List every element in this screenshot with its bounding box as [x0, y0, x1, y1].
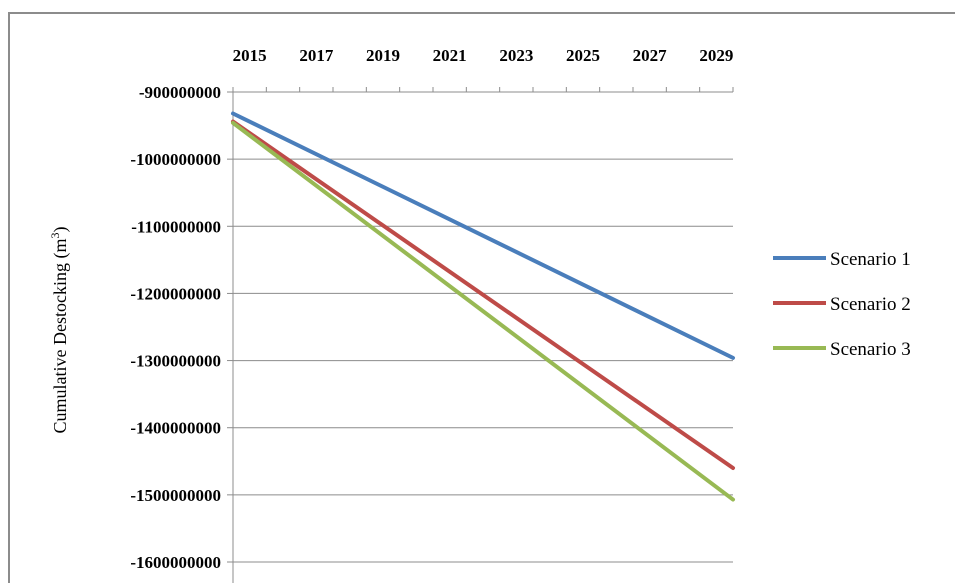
x-tick-label: 2029 [699, 46, 733, 65]
series-line-scenario-3 [231, 120, 735, 502]
x-tick-labels: 2015 2017 2019 2021 2023 2025 2027 2029 [233, 46, 734, 65]
series-line-scenario-1 [231, 111, 735, 360]
legend-label: Scenario 1 [830, 249, 911, 270]
y-tick-label: -1500000000 [130, 486, 221, 505]
y-tick-label: -1600000000 [130, 553, 221, 572]
x-tick-label: 2025 [566, 46, 600, 65]
y-tick-label: -1100000000 [131, 217, 221, 236]
y-tick-labels: -900000000 -1000000000 -1100000000 -1200000… [130, 83, 221, 572]
y-axis-title-superscript: 3 [48, 233, 62, 239]
y-axis-title: Cumulative Destocking (m3) [48, 227, 71, 434]
y-axis-title-text: Cumulative Destocking (m [50, 239, 71, 434]
legend-label: Scenario 2 [830, 294, 911, 315]
x-tick-label: 2027 [633, 46, 668, 65]
y-tick-label: -1000000000 [130, 150, 221, 169]
legend-label: Scenario 3 [830, 339, 911, 360]
x-tick-label: 2015 [233, 46, 267, 65]
x-tick-label: 2021 [433, 46, 467, 65]
series-lines [231, 111, 735, 502]
series-line-scenario-2 [231, 119, 735, 470]
x-tick-label: 2023 [499, 46, 533, 65]
legend: Scenario 1 Scenario 2 Scenario 3 [773, 249, 911, 360]
gridlines [233, 158, 733, 563]
x-tick-label: 2019 [366, 46, 400, 65]
y-tick-label: -1400000000 [130, 419, 221, 438]
chart-frame [8, 12, 955, 583]
axes [227, 87, 734, 583]
y-tick-label: -900000000 [139, 83, 221, 102]
y-tick-label: -1300000000 [130, 352, 221, 371]
y-tick-label: -1200000000 [130, 284, 221, 303]
y-axis-title-suffix: ) [50, 227, 71, 233]
x-tick-label: 2017 [299, 46, 334, 65]
